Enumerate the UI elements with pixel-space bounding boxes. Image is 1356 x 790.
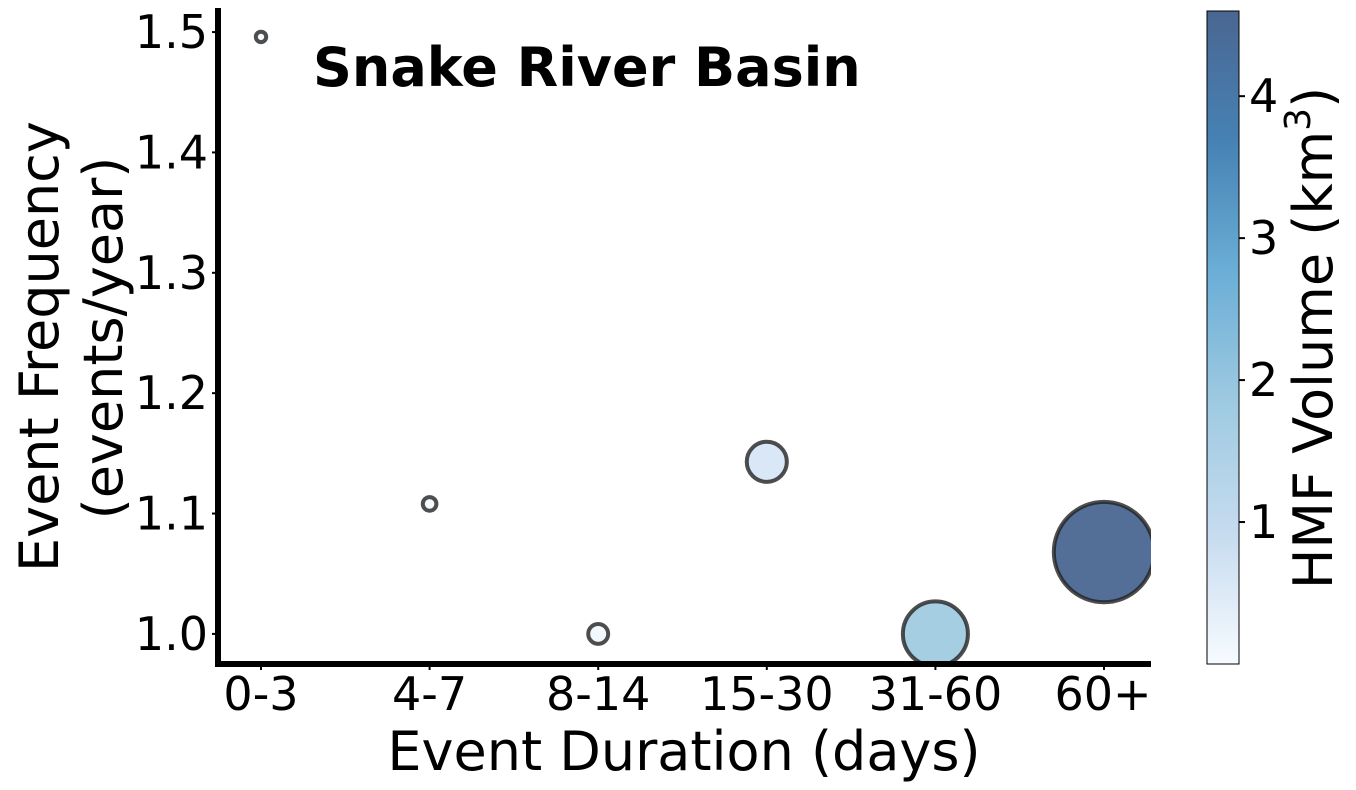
colorbar-title: HMF Volume (km3) [1278, 87, 1345, 589]
data-point-60+ [1051, 499, 1151, 605]
y-tick-label: 1.0 [135, 607, 208, 661]
colorbar-tick-label: 4 [1249, 69, 1278, 123]
x-tick-label: 60+ [1054, 667, 1151, 721]
data-point-15-30 [744, 439, 789, 484]
colorbar-tick-label: 1 [1249, 495, 1278, 549]
colorbar-title-close: ) [1282, 87, 1345, 108]
x-tick-label: 15-30 [700, 667, 834, 721]
data-points [253, 29, 1151, 664]
y-ticks: 1.0 1.1 1.2 1.3 1.4 1.5 [135, 5, 218, 661]
y-tick-label: 1.3 [135, 246, 208, 300]
y-tick-label: 1.2 [135, 366, 208, 420]
x-tick-label: 8-14 [546, 667, 650, 721]
y-axis-title-line-1: Event Frequency [8, 121, 71, 572]
colorbar [1206, 10, 1240, 665]
x-axis-title: Event Duration (days) [387, 720, 980, 783]
colorbar-tick-label: 3 [1249, 211, 1278, 265]
y-tick-label: 1.5 [135, 5, 208, 59]
x-tick-label: 31-60 [869, 667, 1003, 721]
data-point-0-3 [253, 29, 269, 45]
x-tick-label: 4-7 [392, 667, 467, 721]
colorbar-tick-label: 2 [1249, 353, 1278, 407]
y-tick-label: 1.1 [135, 487, 208, 541]
data-point-4-7 [420, 495, 439, 513]
x-tick-label: 0-3 [223, 667, 298, 721]
colorbar-title-sup: 3 [1278, 108, 1319, 131]
chart-title: Snake River Basin [313, 36, 861, 99]
y-axis-title: Event Frequency (events/year) [8, 104, 135, 572]
y-tick-label: 1.4 [135, 125, 208, 179]
x-ticks: 0-3 4-7 8-14 15-30 31-60 60+ [223, 664, 1152, 721]
data-point-31-60 [900, 599, 970, 664]
colorbar-ticks: 1 2 3 4 [1239, 69, 1278, 549]
data-point-8-14 [586, 621, 611, 646]
colorbar-title-main: HMF Volume (km [1282, 131, 1345, 589]
y-axis-title-line-2: (events/year) [72, 157, 135, 520]
